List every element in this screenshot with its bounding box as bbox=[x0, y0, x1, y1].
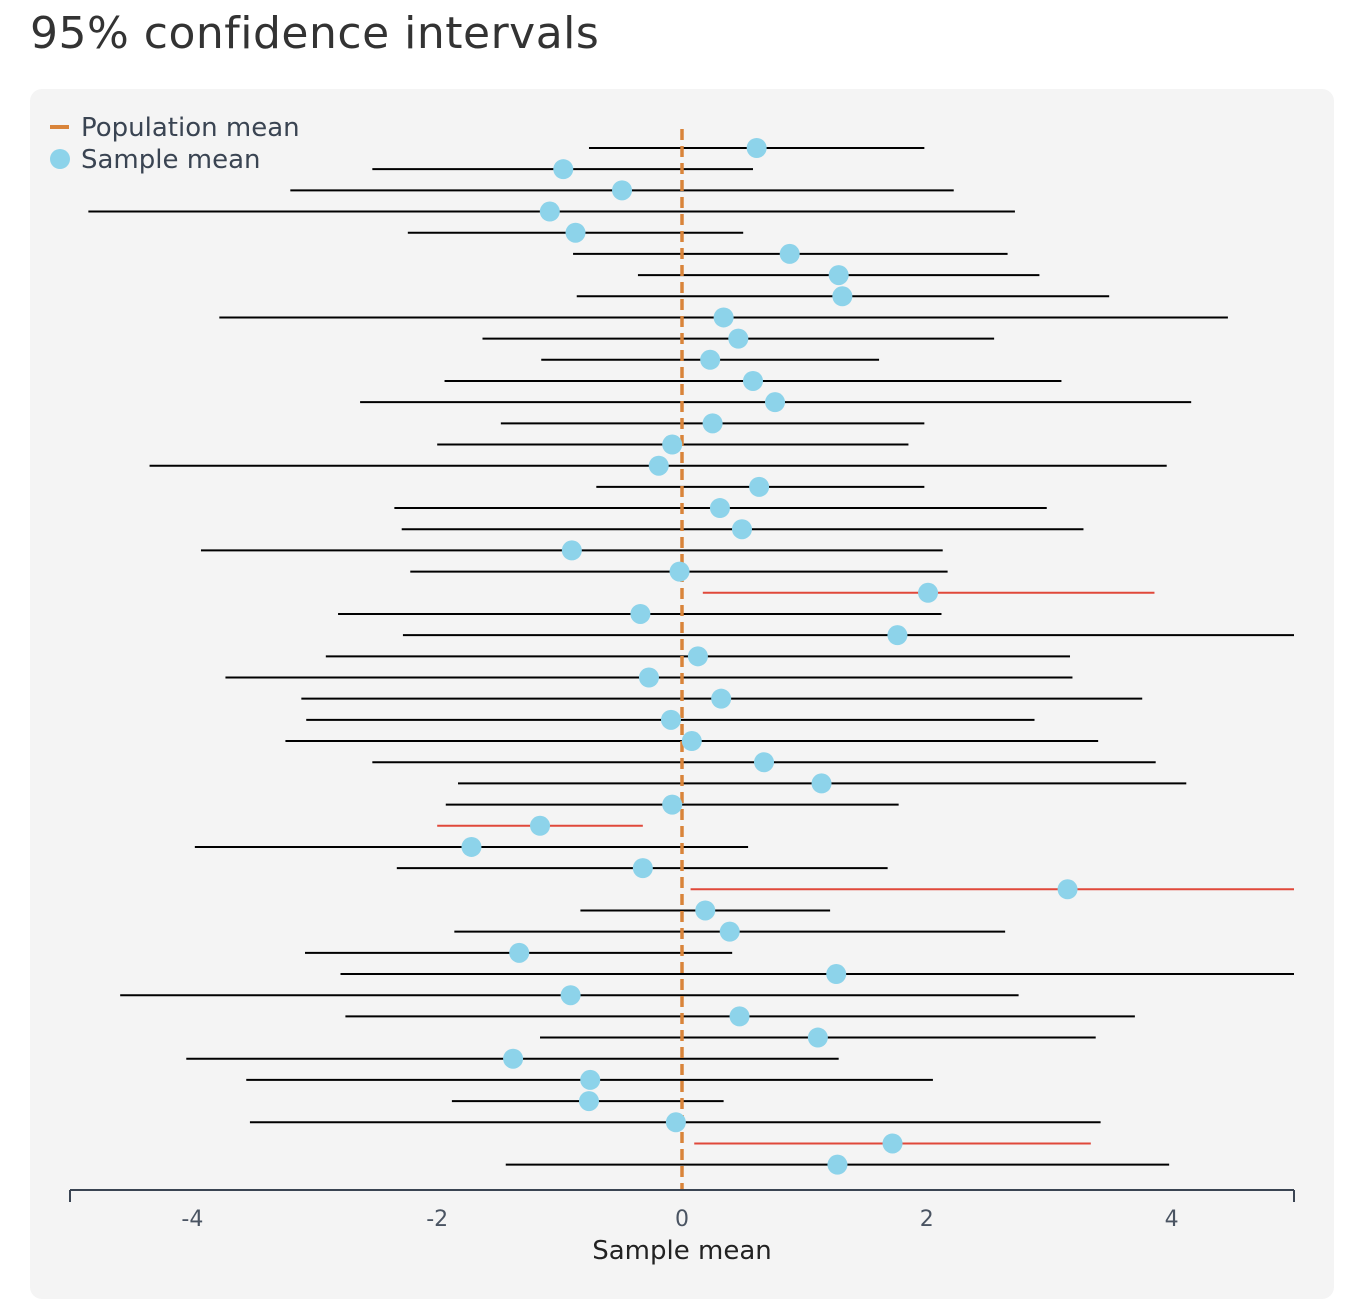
sample-mean-point-17 bbox=[749, 476, 770, 497]
sample-mean-point-33 bbox=[530, 815, 551, 836]
sample-mean-point-29 bbox=[681, 731, 702, 752]
sample-mean-point-43 bbox=[807, 1027, 828, 1048]
sample-mean-point-13 bbox=[765, 392, 786, 413]
sample-mean-point-14 bbox=[702, 413, 723, 434]
sample-mean-point-42 bbox=[729, 1006, 750, 1027]
x-tick-label: -2 bbox=[426, 1207, 448, 1232]
sample-mean-point-26 bbox=[638, 667, 659, 688]
sample-mean-point-31 bbox=[811, 773, 832, 794]
sample-mean-point-40 bbox=[826, 964, 847, 985]
sample-mean-point-6 bbox=[779, 243, 800, 264]
sample-mean-point-34 bbox=[461, 836, 482, 857]
sample-mean-point-20 bbox=[561, 540, 582, 561]
legend: Population mean Sample mean bbox=[50, 113, 300, 175]
sample-mean-point-15 bbox=[662, 434, 683, 455]
chart-panel: Population mean Sample mean -4 -2 0 2 4 Samp… bbox=[30, 89, 1334, 1299]
sample-means-layer bbox=[461, 138, 1078, 1175]
sample-mean-point-7 bbox=[828, 265, 849, 286]
sample-mean-point-10 bbox=[728, 328, 749, 349]
sample-mean-point-16 bbox=[648, 455, 669, 476]
sample-mean-point-23 bbox=[630, 603, 651, 624]
sample-mean-point-9 bbox=[713, 307, 734, 328]
page-title: 95% confidence intervals bbox=[30, 8, 600, 59]
sample-mean-point-49 bbox=[827, 1154, 848, 1175]
sample-mean-point-24 bbox=[887, 625, 908, 646]
sample-mean-point-11 bbox=[700, 349, 721, 370]
sample-mean-point-41 bbox=[560, 985, 581, 1006]
sample-mean-point-44 bbox=[503, 1048, 524, 1069]
sample-mean-point-2 bbox=[553, 159, 574, 180]
sample-mean-point-1 bbox=[746, 138, 767, 158]
sample-mean-point-46 bbox=[578, 1091, 599, 1112]
x-tick-label: 4 bbox=[1165, 1207, 1179, 1232]
sample-mean-point-12 bbox=[742, 370, 763, 391]
legend-population-mean-label: Population mean bbox=[81, 113, 300, 143]
confidence-interval-chart: Population mean Sample mean -4 -2 0 2 4 Samp… bbox=[50, 113, 1295, 1266]
x-axis-title: Sample mean bbox=[592, 1236, 772, 1266]
sample-mean-point-3 bbox=[612, 180, 633, 201]
sample-mean-point-27 bbox=[711, 688, 732, 709]
sample-mean-point-4 bbox=[539, 201, 560, 222]
sample-mean-point-47 bbox=[665, 1112, 686, 1133]
x-tick-label: 2 bbox=[920, 1207, 934, 1232]
sample-mean-point-36 bbox=[1057, 879, 1078, 900]
sample-mean-point-25 bbox=[687, 646, 708, 667]
sample-mean-point-21 bbox=[669, 561, 690, 582]
sample-mean-point-28 bbox=[660, 709, 681, 730]
sample-mean-point-32 bbox=[662, 794, 683, 815]
x-tick-label: -4 bbox=[181, 1207, 203, 1232]
legend-sample-mean-label: Sample mean bbox=[81, 145, 261, 175]
sample-mean-point-35 bbox=[632, 858, 653, 879]
sample-mean-point-37 bbox=[695, 900, 716, 921]
sample-mean-point-39 bbox=[509, 942, 530, 963]
x-tick-label: 0 bbox=[675, 1207, 689, 1232]
sample-mean-point-22 bbox=[918, 582, 939, 603]
legend-sample-mean-marker bbox=[50, 149, 70, 169]
sample-mean-point-45 bbox=[580, 1069, 601, 1090]
sample-mean-point-48 bbox=[882, 1133, 903, 1154]
sample-mean-point-5 bbox=[565, 222, 586, 243]
sample-mean-point-30 bbox=[754, 752, 775, 773]
sample-mean-point-38 bbox=[719, 921, 740, 942]
sample-mean-point-19 bbox=[731, 519, 752, 540]
x-axis: -4 -2 0 2 4 bbox=[69, 1189, 1295, 1232]
sample-mean-point-8 bbox=[832, 286, 853, 307]
sample-mean-point-18 bbox=[709, 498, 730, 519]
